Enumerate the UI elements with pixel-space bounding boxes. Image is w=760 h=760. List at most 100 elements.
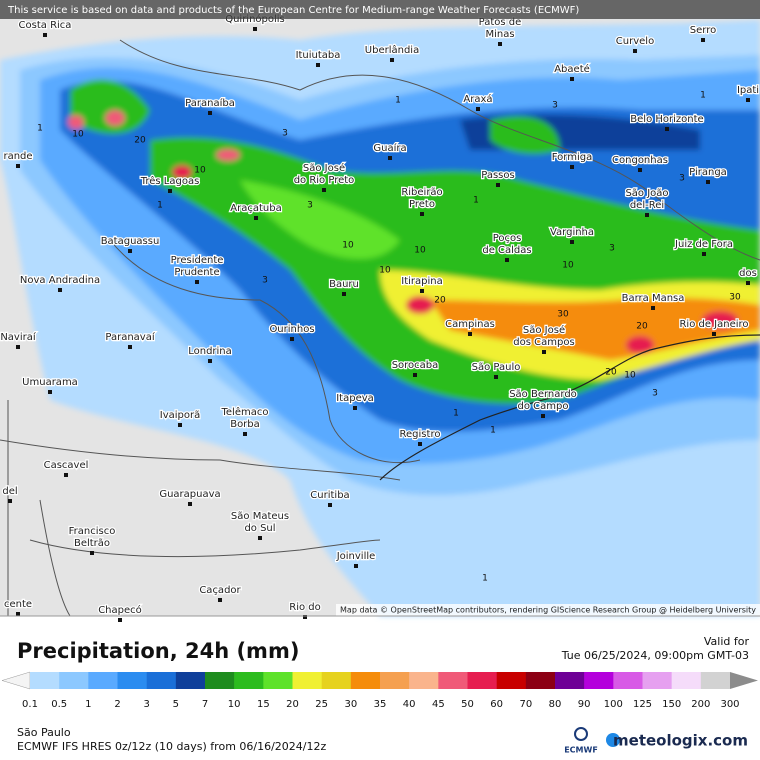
city-marker (128, 249, 132, 253)
city-label: Guarapuava (159, 489, 220, 500)
scale-box (467, 672, 497, 689)
contour-label: 30 (729, 293, 741, 303)
city-label: Sorocaba (392, 360, 439, 371)
valid-label: Valid for (704, 635, 750, 648)
city-marker (254, 216, 258, 220)
contour-label: 3 (609, 244, 615, 254)
city-label: Presidente (171, 255, 224, 266)
city-marker (118, 618, 122, 622)
city-marker (746, 281, 750, 285)
city-marker (16, 164, 20, 168)
borders (0, 39, 760, 617)
contour-label: 1 (453, 409, 459, 419)
city-label: Barra Mansa (622, 293, 685, 304)
contour-label: 3 (307, 201, 313, 211)
valid-time: Tue 06/25/2024, 09:00pm GMT-03 (561, 649, 749, 662)
precip-field (0, 20, 760, 616)
city-marker (48, 390, 52, 394)
city-marker (218, 598, 222, 602)
scale-label: 3 (143, 699, 149, 710)
scale-label: 90 (578, 699, 591, 710)
scale-label: 25 (315, 699, 328, 710)
scale-box (175, 672, 206, 689)
contour-label: 1 (700, 91, 706, 101)
city-marker (353, 406, 357, 410)
scale-label: 30 (344, 699, 357, 710)
city-marker (316, 63, 320, 67)
city-marker (496, 183, 500, 187)
city-marker (342, 292, 346, 296)
city-label: Uberlândia (365, 44, 419, 56)
contour-label: 20 (636, 322, 648, 332)
city-label: Registro (400, 429, 441, 440)
city-label: São Paulo (472, 362, 521, 373)
city-marker (195, 280, 199, 284)
scale-box (117, 672, 147, 689)
scale-label: 60 (490, 699, 503, 710)
city-marker (476, 107, 480, 111)
city-label: Poços (493, 233, 522, 244)
city-marker (208, 111, 212, 115)
city-label: Juiz de Fora (674, 239, 733, 250)
city-label: Cascavel (44, 460, 89, 471)
contour-label: 1 (157, 201, 163, 211)
scale-box (263, 672, 293, 689)
city-marker (303, 615, 307, 619)
city-label: Caçador (199, 585, 241, 596)
scale-label: 7 (202, 699, 208, 710)
city-marker (178, 423, 182, 427)
scale-box (321, 672, 352, 689)
city-label: Belo Horizonte (630, 114, 703, 125)
scale-label: 5 (173, 699, 179, 710)
city-marker (16, 345, 20, 349)
city-label: Rio de Janeiro (679, 319, 748, 330)
city-label: Araçatuba (230, 203, 281, 214)
scale-box (292, 672, 322, 689)
city-marker (645, 213, 649, 217)
city-label: Abaeté (554, 63, 590, 75)
city-label: Londrina (188, 346, 232, 357)
contour-label: 10 (414, 246, 426, 256)
scale-under (1, 671, 31, 690)
scale-box (409, 672, 439, 689)
header-attribution: This service is based on data and produc… (7, 5, 579, 16)
city-marker (706, 180, 710, 184)
city-label: cente (4, 599, 32, 610)
city-label: Paranaíba (185, 97, 235, 109)
contour-label: 20 (605, 368, 617, 378)
city-label: Ipati (737, 85, 759, 96)
city-marker (570, 240, 574, 244)
scale-over (730, 672, 758, 689)
city-label: Telêmaco (221, 406, 269, 418)
city-label: Varginha (550, 227, 594, 238)
contour-label: 3 (282, 129, 288, 139)
city-label: Itirapina (401, 276, 442, 287)
scale-box (642, 672, 672, 689)
city-marker (494, 375, 498, 379)
city-label: Beltrão (74, 538, 110, 549)
contour-label: 10 (194, 166, 206, 176)
city-marker (505, 258, 509, 262)
city-marker (665, 127, 669, 131)
scale-box (496, 672, 527, 689)
contour-labels: 1 10 20 3 1 3 3 1 10 10 10 20 30 20 30 10 20 10 3 1 3 1 1 3 10 1 3… (37, 91, 741, 584)
scale-label: 50 (461, 699, 474, 710)
city-label: Formiga (552, 152, 592, 163)
header-bar (0, 0, 760, 19)
city-marker (168, 189, 172, 193)
scale-label: 300 (720, 699, 739, 710)
city-label: Passos (481, 170, 514, 181)
scale-box (234, 672, 264, 689)
city-marker (498, 42, 502, 46)
city-label: Três Lagoas (140, 175, 200, 187)
city-label: Campinas (445, 319, 495, 330)
contour-label: 1 (482, 574, 488, 584)
city-marker (570, 165, 574, 169)
scale-label: 100 (604, 699, 623, 710)
coastline (379, 394, 561, 481)
city-marker (16, 612, 20, 616)
city-label: Ourinhos (269, 324, 314, 335)
city-marker (468, 332, 472, 336)
city-label: Ivaiporã (160, 410, 200, 421)
